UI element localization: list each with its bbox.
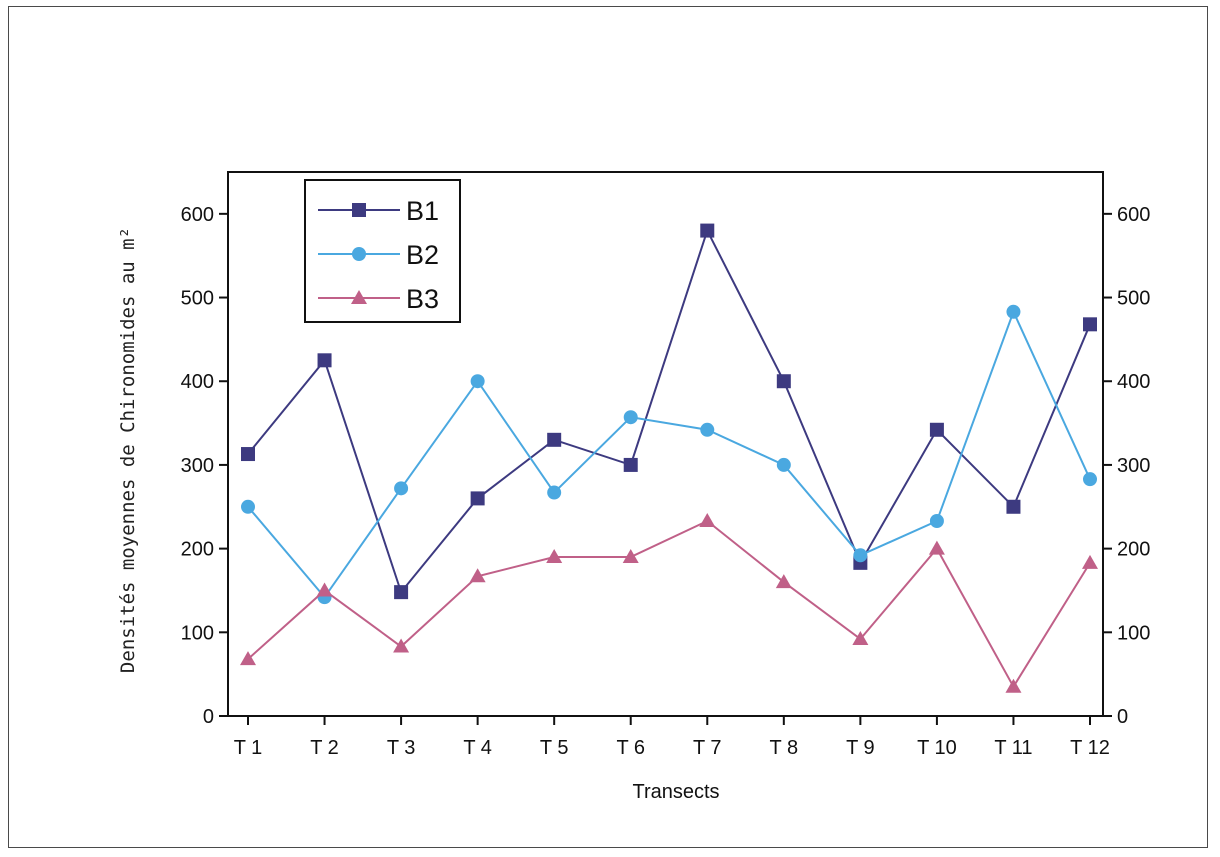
y-tick-label-left: 100 xyxy=(181,622,214,644)
series-group xyxy=(240,223,1098,693)
data-point-b3 xyxy=(316,582,333,597)
series-b3 xyxy=(240,512,1098,693)
x-tick-label: T 10 xyxy=(917,737,957,759)
legend-label-b1: B1 xyxy=(406,196,439,226)
series-b2 xyxy=(241,304,1097,605)
data-point-b2 xyxy=(470,374,485,389)
data-point-b2 xyxy=(547,485,562,500)
legend-marker-b3 xyxy=(351,290,367,304)
data-point-b2 xyxy=(1083,472,1097,487)
data-point-b1 xyxy=(1006,499,1021,514)
data-point-b3 xyxy=(775,574,792,589)
axes: 0 0 100 100 200 200 300 300 400 400 500 500 600 600 T … xyxy=(181,171,1150,759)
data-point-b3 xyxy=(1082,554,1098,569)
x-tick-label: T 12 xyxy=(1070,737,1110,759)
y-tick-label-right: 300 xyxy=(1117,455,1150,477)
y-tick-label-left: 200 xyxy=(181,539,214,561)
x-tick-label: T 9 xyxy=(846,737,875,759)
x-tick-label: T 3 xyxy=(387,737,416,759)
x-tick-label: T 7 xyxy=(693,737,722,759)
series-line-b3 xyxy=(247,519,1091,689)
y-tick-label-left: 600 xyxy=(181,204,214,226)
data-point-b3 xyxy=(240,651,256,666)
data-point-b3 xyxy=(852,631,869,646)
legend-label-b2: B2 xyxy=(406,240,439,270)
y-tick-label-right: 400 xyxy=(1117,371,1150,393)
legend: B1 B2 B3 xyxy=(304,179,461,323)
data-point-b2 xyxy=(623,410,638,425)
data-point-b1 xyxy=(929,422,944,437)
data-point-b2 xyxy=(1006,304,1021,319)
data-point-b1 xyxy=(623,457,638,472)
y-tick-label-right: 100 xyxy=(1117,622,1150,644)
data-point-b2 xyxy=(700,422,715,437)
y-tick-label-left: 300 xyxy=(181,455,214,477)
data-point-b2 xyxy=(776,457,791,472)
legend-marker-b1 xyxy=(352,203,366,217)
y-tick-label-left: 400 xyxy=(181,371,214,393)
plot-area xyxy=(227,171,1104,717)
data-point-b2 xyxy=(394,481,409,496)
data-point-b3 xyxy=(546,548,563,563)
x-tick-label: T 2 xyxy=(310,737,339,759)
series-line-b1 xyxy=(247,227,1091,595)
y-tick-label-right: 0 xyxy=(1117,706,1128,728)
data-point-b1 xyxy=(776,374,791,389)
x-tick-label: T 4 xyxy=(463,737,492,759)
legend-label-b3: B3 xyxy=(406,284,439,314)
data-point-b1 xyxy=(317,353,332,368)
x-tick-label: T 8 xyxy=(770,737,799,759)
data-point-b1 xyxy=(700,223,715,238)
x-tick-label: T 5 xyxy=(540,737,569,759)
x-tick-label: T 11 xyxy=(994,737,1032,759)
data-point-b3 xyxy=(469,568,486,583)
data-point-b2 xyxy=(853,548,868,563)
y-tick-label-left: 0 xyxy=(203,706,214,728)
y-tick-label-right: 500 xyxy=(1117,288,1150,310)
data-point-b3 xyxy=(699,512,716,527)
series-line-b2 xyxy=(247,309,1091,599)
data-point-b1 xyxy=(470,491,485,506)
figure-frame xyxy=(8,6,1208,848)
data-point-b1 xyxy=(241,447,255,462)
data-point-b3 xyxy=(1005,678,1022,693)
data-point-b3 xyxy=(928,540,945,555)
data-point-b3 xyxy=(393,638,410,653)
y-tick-label-right: 200 xyxy=(1117,539,1150,561)
y-tick-label-left: 500 xyxy=(181,288,214,310)
x-tick-label: T 6 xyxy=(616,737,645,759)
x-tick-label: T 1 xyxy=(234,737,263,759)
y-axis-title: Densités moyennes de Chironomides au m² xyxy=(117,227,139,673)
data-point-b2 xyxy=(929,513,944,528)
data-point-b2 xyxy=(241,499,255,514)
legend-marker-b2 xyxy=(352,247,366,261)
data-point-b1 xyxy=(1083,317,1097,332)
y-tick-label-right: 600 xyxy=(1117,204,1150,226)
data-point-b1 xyxy=(547,432,562,447)
data-point-b3 xyxy=(622,548,639,563)
data-point-b1 xyxy=(394,585,409,600)
x-axis-title: Transects xyxy=(632,781,719,803)
